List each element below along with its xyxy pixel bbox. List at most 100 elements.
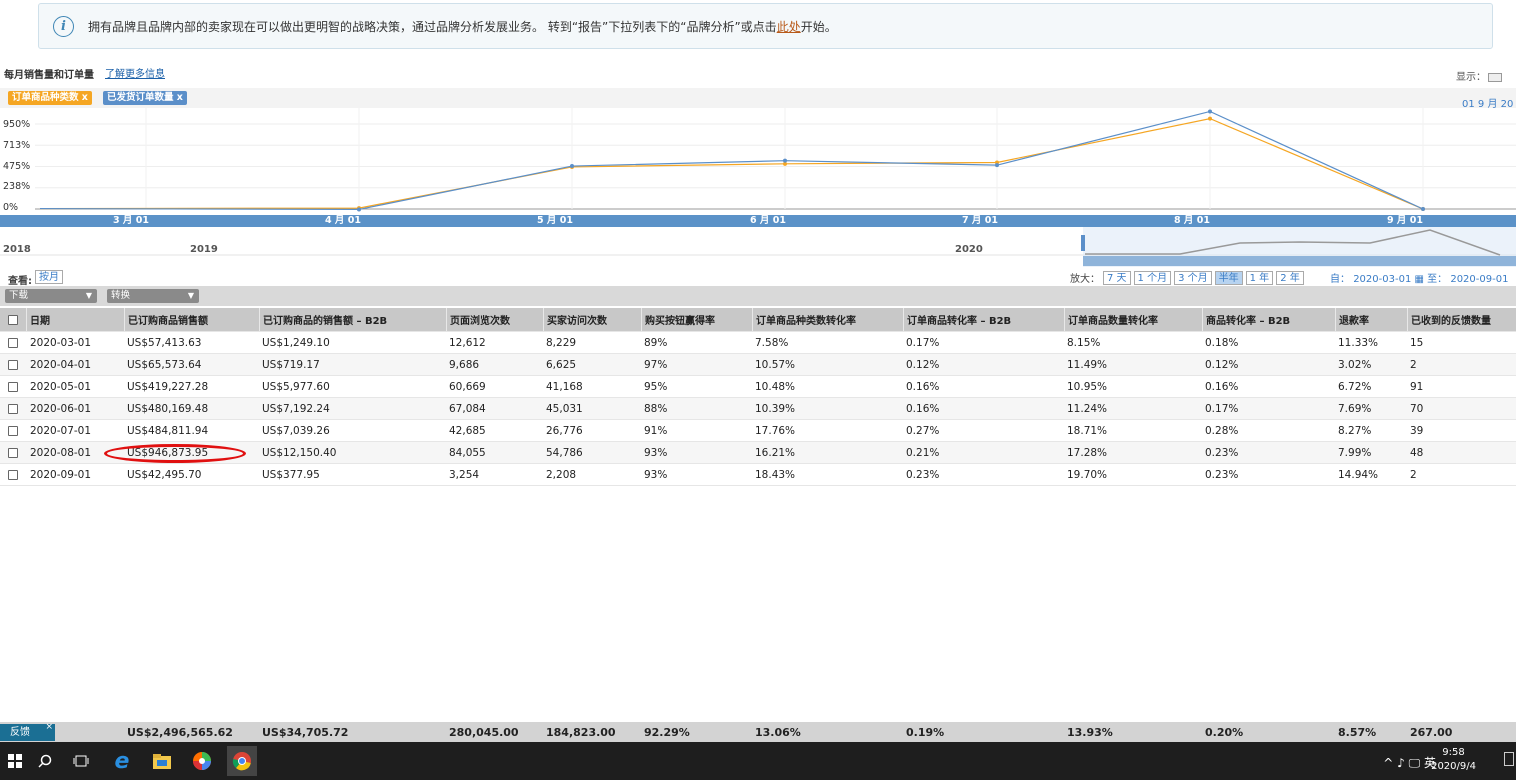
table-row[interactable]: 2020-05-01 US$419,227.28 US$5,977.60 60,669… bbox=[0, 376, 1516, 398]
table-cell: 2 bbox=[1410, 468, 1417, 481]
month-tick: 5 月 01 bbox=[537, 215, 573, 226]
column-header[interactable]: 订单商品种类数转化率 bbox=[752, 308, 856, 331]
navigator-scrollbar[interactable] bbox=[1083, 256, 1516, 266]
feedback-button[interactable]: 反馈 × bbox=[0, 722, 55, 741]
file-explorer-icon[interactable] bbox=[151, 750, 173, 772]
row-checkbox[interactable] bbox=[8, 470, 18, 480]
table-cell: US$719.17 bbox=[262, 358, 320, 371]
table-row[interactable]: 2020-06-01 US$480,169.48 US$7,192.24 67,084… bbox=[0, 398, 1516, 420]
column-header[interactable]: 买家访问次数 bbox=[543, 308, 607, 331]
table-cell: US$484,811.94 bbox=[127, 424, 209, 437]
table-cell: US$1,249.10 bbox=[262, 336, 330, 349]
download-dropdown[interactable]: 下载 ▼ bbox=[5, 289, 97, 303]
column-header[interactable]: 日期 bbox=[26, 308, 50, 331]
banner-link[interactable]: 此处 bbox=[776, 19, 801, 34]
table-cell: 54,786 bbox=[546, 446, 583, 459]
column-header[interactable]: 已订购商品销售额 bbox=[124, 308, 208, 331]
navigator-handle[interactable] bbox=[1081, 235, 1085, 251]
month-tick: 3 月 01 bbox=[113, 215, 149, 226]
column-header[interactable]: 已订购商品的销售额 – B2B bbox=[259, 308, 387, 331]
data-point bbox=[1208, 116, 1212, 121]
zoom-7d-button[interactable]: 7 天 bbox=[1103, 270, 1131, 285]
total-cell: 267.00 bbox=[1410, 725, 1453, 739]
table-cell: 10.39% bbox=[755, 402, 796, 415]
table-cell: 18.71% bbox=[1067, 424, 1108, 437]
row-checkbox[interactable] bbox=[8, 426, 18, 436]
calendar-icon[interactable]: ▦ bbox=[1414, 274, 1424, 285]
table-cell: 45,031 bbox=[546, 402, 583, 415]
total-cell: 13.93% bbox=[1067, 725, 1113, 739]
table-cell: 88% bbox=[644, 402, 668, 415]
keyboard-icon[interactable] bbox=[1488, 72, 1502, 82]
table-cell: 8.27% bbox=[1338, 424, 1372, 437]
column-header[interactable]: 页面浏览次数 bbox=[446, 308, 510, 331]
table-row[interactable]: 2020-09-01 US$42,495.70 US$377.95 3,254 2,20… bbox=[0, 464, 1516, 486]
display-toggle[interactable]: 显示： bbox=[1456, 68, 1502, 83]
convert-dropdown[interactable]: 转换 ▼ bbox=[107, 289, 199, 303]
table-cell: 95% bbox=[644, 380, 668, 393]
row-checkbox[interactable] bbox=[8, 404, 18, 414]
search-icon[interactable] bbox=[34, 750, 56, 772]
info-banner: i 拥有品牌且品牌内部的卖家现在可以做出更明智的战略决策，通过品牌分析发展业务。… bbox=[38, 3, 1493, 49]
from-date-input[interactable]: 2020-03-01 bbox=[1353, 274, 1412, 285]
y-tick: 0% bbox=[3, 202, 19, 213]
table-row[interactable]: 2020-04-01 US$65,573.64 US$719.17 9,686 6,62… bbox=[0, 354, 1516, 376]
table-cell: US$12,150.40 bbox=[262, 446, 337, 459]
notification-icon[interactable] bbox=[1504, 752, 1514, 766]
color-app-icon[interactable] bbox=[191, 750, 213, 772]
column-header[interactable]: 订单商品转化率 – B2B bbox=[903, 308, 1011, 331]
learn-more-link[interactable]: 了解更多信息 bbox=[105, 69, 165, 80]
legend-chip-item-types[interactable]: 订单商品种类数 x bbox=[8, 91, 92, 105]
table-row[interactable]: 2020-07-01 US$484,811.94 US$7,039.26 42,685… bbox=[0, 420, 1516, 442]
total-cell: 92.29% bbox=[644, 725, 690, 739]
zoom-3m-button[interactable]: 3 个月 bbox=[1174, 270, 1212, 285]
zoom-2y-button[interactable]: 2 年 bbox=[1276, 270, 1304, 285]
windows-icon[interactable] bbox=[4, 750, 26, 772]
close-icon[interactable]: × bbox=[45, 722, 53, 732]
table-cell: 7.69% bbox=[1338, 402, 1372, 415]
data-point bbox=[1421, 207, 1425, 211]
table-cell: 93% bbox=[644, 446, 668, 459]
table-cell: 0.16% bbox=[906, 380, 940, 393]
data-point bbox=[357, 207, 361, 212]
legend-chip-shipped-orders[interactable]: 已发货订单数量 x bbox=[103, 91, 187, 105]
table-cell: US$65,573.64 bbox=[127, 358, 202, 371]
table-cell: 0.16% bbox=[1205, 380, 1239, 393]
row-checkbox[interactable] bbox=[8, 448, 18, 458]
year-label: 2018 bbox=[3, 244, 31, 255]
total-cell: 0.19% bbox=[906, 725, 945, 739]
to-date-input[interactable]: 2020-09-01 bbox=[1450, 274, 1509, 285]
system-tray[interactable]: ^ ♪ 🖵 英 bbox=[1383, 756, 1436, 770]
navigator[interactable] bbox=[0, 227, 1516, 267]
table-cell: 0.21% bbox=[906, 446, 940, 459]
table-cell: 11.49% bbox=[1067, 358, 1108, 371]
task-view-icon[interactable] bbox=[70, 750, 92, 772]
view-by-month-button[interactable]: 按月 bbox=[35, 270, 63, 284]
row-checkbox[interactable] bbox=[8, 338, 18, 348]
column-header[interactable]: 退款率 bbox=[1335, 308, 1369, 331]
zoom-1y-button[interactable]: 1 年 bbox=[1245, 270, 1274, 285]
zoom-1m-button[interactable]: 1 个月 bbox=[1133, 270, 1172, 285]
column-header[interactable]: 购买按钮赢得率 bbox=[641, 308, 715, 331]
edge-icon[interactable]: e bbox=[114, 748, 130, 774]
month-tick: 9 月 01 bbox=[1387, 215, 1423, 226]
zoom-6m-button[interactable]: 半年 bbox=[1214, 270, 1243, 285]
table-cell: US$419,227.28 bbox=[127, 380, 209, 393]
table-cell: 6,625 bbox=[546, 358, 577, 371]
table-cell: 10.57% bbox=[755, 358, 796, 371]
table-cell: 2020-06-01 bbox=[30, 402, 92, 415]
table-row[interactable]: 2020-03-01 US$57,413.63 US$1,249.10 12,612 8… bbox=[0, 332, 1516, 354]
table-row[interactable]: 2020-08-01 US$946,873.95 US$12,150.40 84,05… bbox=[0, 442, 1516, 464]
row-checkbox[interactable] bbox=[8, 382, 18, 392]
column-header[interactable]: 商品转化率 – B2B bbox=[1202, 308, 1290, 331]
table-cell: 17.76% bbox=[755, 424, 796, 437]
column-header[interactable]: 已收到的反馈数量 bbox=[1407, 308, 1491, 331]
total-cell: 13.06% bbox=[755, 725, 801, 739]
banner-message: 拥有品牌且品牌内部的卖家现在可以做出更明智的战略决策，通过品牌分析发展业务。 转… bbox=[88, 19, 837, 34]
year-label: 2020 bbox=[955, 244, 983, 255]
chrome-icon[interactable] bbox=[227, 746, 257, 776]
column-header[interactable]: 订单商品数量转化率 bbox=[1064, 308, 1158, 331]
select-all-checkbox[interactable] bbox=[8, 315, 18, 325]
row-checkbox[interactable] bbox=[8, 360, 18, 370]
clock[interactable]: 9:58 2020/9/4 bbox=[1431, 747, 1476, 772]
